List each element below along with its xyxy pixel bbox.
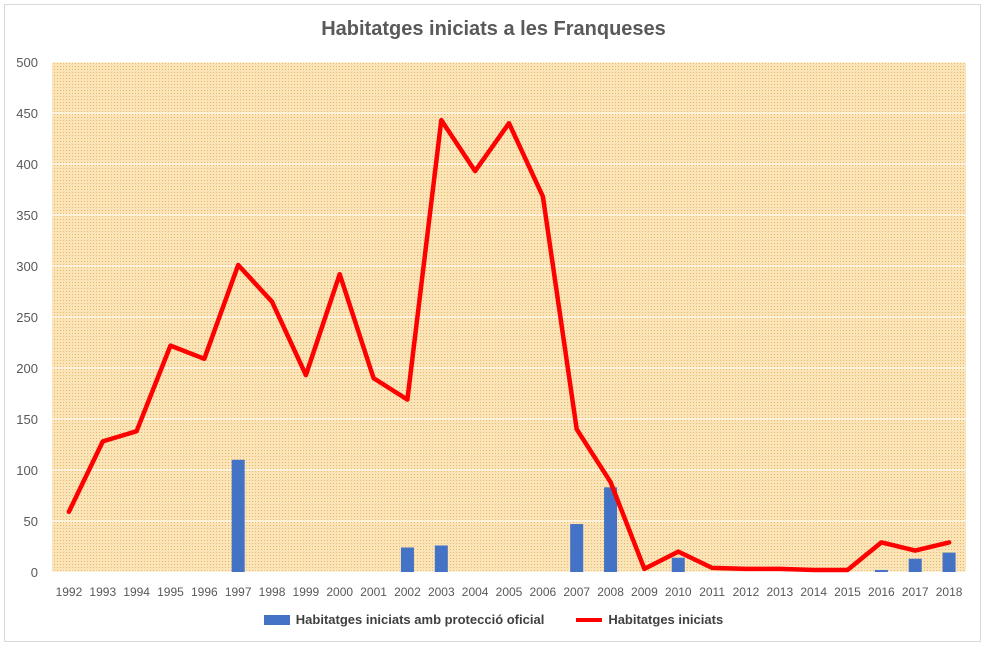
legend-label-bars: Habitatges iniciats amb protecció oficia… — [295, 612, 545, 627]
bar — [570, 524, 584, 572]
x-tick-label: 2008 — [597, 585, 624, 599]
x-tick-label: 1998 — [259, 585, 286, 599]
x-tick-label: 1992 — [56, 585, 83, 599]
x-tick-label: 2018 — [936, 585, 963, 599]
bar — [231, 459, 245, 572]
legend-item-bars: Habitatges iniciats amb protecció oficia… — [263, 612, 545, 627]
bar — [942, 552, 956, 572]
y-tick-label: 50 — [24, 514, 38, 529]
x-tick-label: 2017 — [902, 585, 929, 599]
y-tick-label: 100 — [16, 463, 38, 478]
y-tick-label: 400 — [16, 157, 38, 172]
x-tick-label: 2009 — [631, 585, 658, 599]
y-tick-label: 450 — [16, 106, 38, 121]
legend-swatch-line — [576, 617, 603, 622]
x-tick-label: 2013 — [766, 585, 793, 599]
x-tick-label: 2007 — [563, 585, 590, 599]
legend: Habitatges iniciats amb protecció oficia… — [0, 612, 987, 627]
y-tick-label: 200 — [16, 361, 38, 376]
bar — [908, 558, 922, 572]
bar — [434, 545, 448, 572]
legend-item-line: Habitatges iniciats — [576, 612, 723, 627]
y-tick-label: 0 — [31, 565, 38, 580]
x-tick-label: 2000 — [326, 585, 353, 599]
x-tick-label: 1994 — [123, 585, 150, 599]
x-tick-label: 2002 — [394, 585, 421, 599]
x-tick-label: 1995 — [157, 585, 184, 599]
x-tick-label: 2016 — [868, 585, 895, 599]
chart-title: Habitatges iniciats a les Franqueses — [321, 18, 666, 40]
x-tick-label: 1997 — [225, 585, 252, 599]
x-tick-label: 2004 — [462, 585, 489, 599]
x-tick-label: 2015 — [834, 585, 861, 599]
y-tick-label: 250 — [16, 310, 38, 325]
x-tick-label: 2014 — [800, 585, 827, 599]
x-tick-label: 2005 — [496, 585, 523, 599]
line-series-habitatges-iniciats — [66, 117, 952, 573]
x-tick-label: 2010 — [665, 585, 692, 599]
y-tick-label: 500 — [16, 55, 38, 70]
bar — [671, 557, 685, 572]
x-tick-label: 1999 — [293, 585, 320, 599]
bar — [874, 569, 888, 572]
x-tick-label: 1993 — [89, 585, 116, 599]
y-tick-label: 300 — [16, 259, 38, 274]
y-tick-label: 150 — [16, 412, 38, 427]
legend-label-line: Habitatges iniciats — [608, 612, 724, 627]
x-tick-label: 2011 — [699, 585, 725, 599]
bar — [604, 487, 618, 572]
x-tick-label: 1996 — [191, 585, 218, 599]
x-tick-label: 2003 — [428, 585, 455, 599]
x-tick-label: 2012 — [733, 585, 760, 599]
chart-frame — [4, 4, 981, 642]
y-tick-label: 350 — [16, 208, 38, 223]
legend-swatch-bars — [263, 614, 290, 625]
bar — [400, 547, 414, 572]
x-tick-label: 2001 — [360, 585, 387, 599]
x-tick-label: 2006 — [530, 585, 557, 599]
